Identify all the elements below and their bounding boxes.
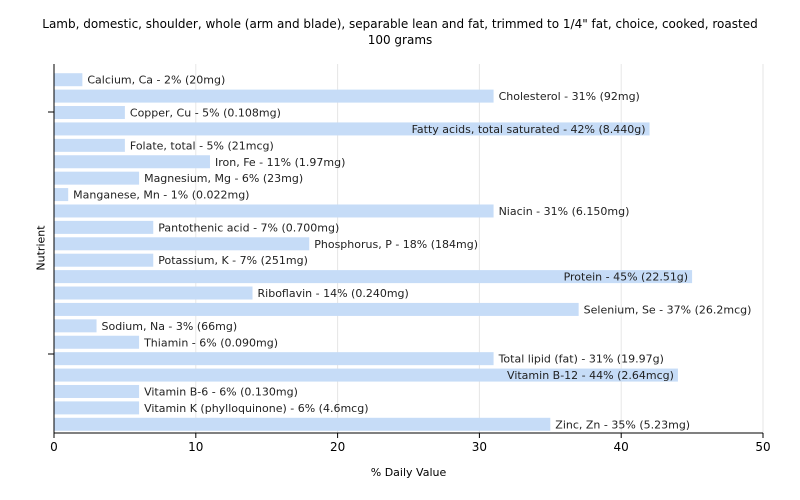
bar — [54, 220, 154, 234]
bar-label: Selenium, Se - 37% (26.2mcg) — [584, 303, 752, 316]
bar-label: Cholesterol - 31% (92mg) — [499, 90, 640, 103]
bar-label: Zinc, Zn - 35% (5.23mg) — [555, 418, 690, 431]
bar-label: Sodium, Na - 3% (66mg) — [102, 320, 238, 333]
bar-label: Magnesium, Mg - 6% (23mg) — [144, 172, 303, 185]
bar-label: Pantothenic acid - 7% (0.700mg) — [158, 221, 339, 234]
bar — [54, 237, 310, 251]
bar — [54, 204, 494, 218]
bar-label: Manganese, Mn - 1% (0.022mg) — [73, 189, 249, 202]
bar — [54, 122, 650, 136]
bar — [54, 286, 253, 300]
x-tick-label: 50 — [755, 440, 770, 454]
bar-label: Folate, total - 5% (21mcg) — [130, 139, 274, 152]
bar — [54, 106, 125, 120]
bar-label: Vitamin B-6 - 6% (0.130mg) — [144, 385, 298, 398]
bar — [54, 352, 494, 366]
bar — [54, 138, 125, 152]
bar-label: Riboflavin - 14% (0.240mg) — [258, 287, 409, 300]
chart-title-line-1: Lamb, domestic, shoulder, whole (arm and… — [42, 17, 758, 31]
x-tick-label: 20 — [330, 440, 345, 454]
axes: 0 10 20 30 40 50 — [48, 64, 771, 454]
bar — [54, 302, 579, 316]
bar-label: Potassium, K - 7% (251mg) — [158, 254, 308, 267]
bar — [54, 171, 140, 185]
x-axis-label: % Daily Value — [370, 466, 447, 479]
bar-label: Niacin - 31% (6.150mg) — [499, 205, 630, 218]
bar-label: Protein - 45% (22.51g) — [564, 271, 689, 284]
chart-title: Lamb, domestic, shoulder, whole (arm and… — [0, 16, 800, 48]
bar — [54, 155, 210, 169]
bar — [54, 384, 140, 398]
x-tick-label: 40 — [614, 440, 629, 454]
bar-label: Fatty acids, total saturated - 42% (8.44… — [412, 123, 646, 136]
bar — [54, 319, 97, 333]
bar-label: Total lipid (fat) - 31% (19.97g) — [498, 353, 664, 366]
bar — [54, 401, 140, 415]
bar — [54, 270, 693, 284]
bar-label: Thiamin - 6% (0.090mg) — [143, 336, 278, 349]
x-tick-label: 30 — [472, 440, 487, 454]
bar-label: Calcium, Ca - 2% (20mg) — [87, 74, 225, 87]
bar — [54, 368, 678, 382]
bar — [54, 89, 494, 103]
bar-label: Copper, Cu - 5% (0.108mg) — [130, 107, 281, 120]
bar-label: Vitamin B-12 - 44% (2.64mcg) — [507, 369, 674, 382]
bar-label: Iron, Fe - 11% (1.97mg) — [215, 156, 345, 169]
y-axis-label: Nutrient — [34, 225, 48, 271]
bar — [54, 253, 154, 267]
x-tick-label: 0 — [50, 440, 58, 454]
bar-label: Phosphorus, P - 18% (184mg) — [314, 238, 478, 251]
bar-label: Vitamin K (phylloquinone) - 6% (4.6mcg) — [144, 402, 368, 415]
bar — [54, 73, 83, 87]
bar — [54, 188, 69, 202]
chart-title-line-2: 100 grams — [367, 33, 433, 47]
bar — [54, 335, 140, 349]
bars — [54, 73, 693, 431]
bar-labels: Calcium, Ca - 2% (20mg) Cholesterol - 31%… — [73, 74, 751, 432]
x-tick-label: 10 — [188, 440, 203, 454]
bar — [54, 417, 551, 431]
